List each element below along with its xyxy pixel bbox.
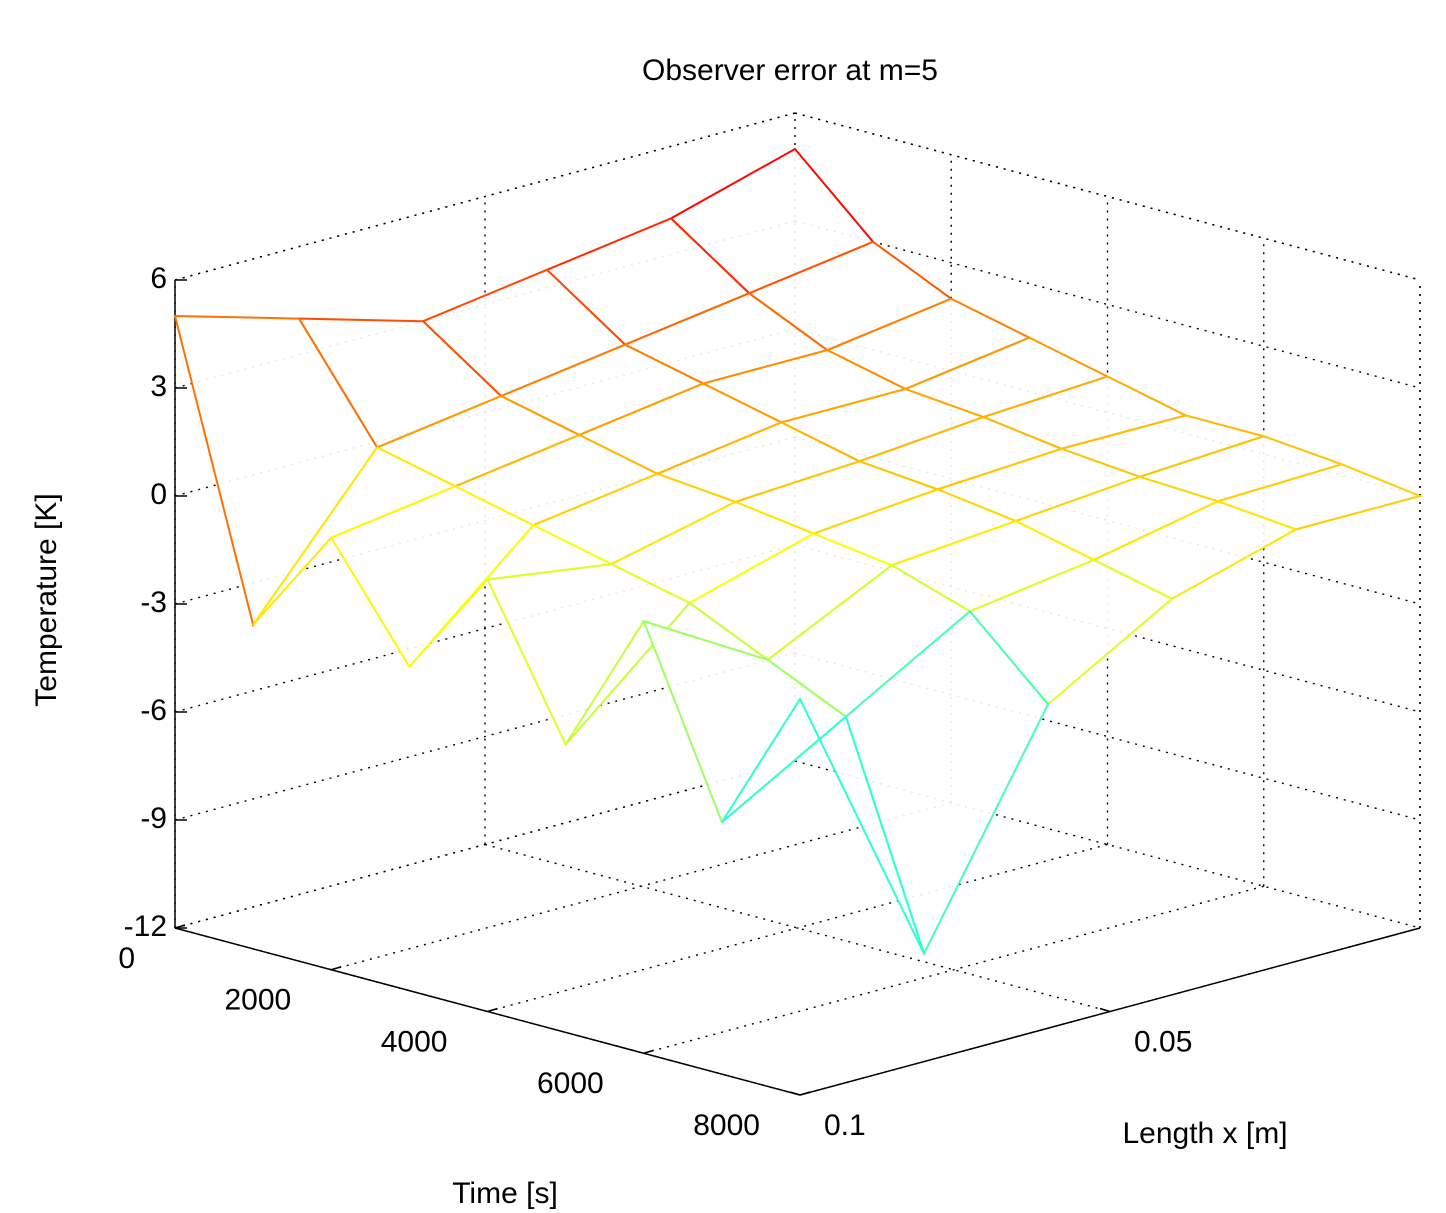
x-tick	[331, 966, 342, 971]
x-tick	[799, 1091, 811, 1096]
y-tick-label: 0.1	[824, 1109, 866, 1142]
z-tick-label: 6	[150, 262, 167, 295]
grid-line	[487, 843, 1108, 1013]
x-tick-label: 2000	[225, 984, 292, 1017]
mesh-face	[721, 696, 925, 955]
z-tick-label: 0	[150, 478, 167, 511]
x-tick-label: 6000	[537, 1067, 604, 1100]
y-tick	[789, 1091, 801, 1096]
z-tick-label: -12	[124, 910, 167, 943]
x-tick-label: 8000	[693, 1109, 760, 1142]
grid-line	[643, 885, 1264, 1054]
z-tick-label: -6	[140, 694, 167, 727]
z-tick-label: -3	[140, 586, 167, 619]
y-tick-label: 0.05	[1134, 1025, 1192, 1058]
x-axis-label: Time [s]	[452, 1177, 558, 1210]
x-tick-label: 4000	[381, 1025, 448, 1058]
grid-line	[174, 652, 796, 821]
x-tick	[174, 924, 186, 929]
z-tick-label: 3	[150, 370, 167, 403]
x-tick-label: 0	[118, 942, 135, 975]
x-tick	[643, 1049, 654, 1054]
x-tick	[487, 1007, 498, 1013]
chart-title: Observer error at m=5	[642, 54, 938, 87]
z-axis-label: Temperature [K]	[30, 493, 63, 706]
y-tick	[1099, 1007, 1111, 1013]
y-axis-label: Length x [m]	[1122, 1117, 1287, 1150]
grid-line	[174, 112, 796, 281]
z-tick-label: -9	[140, 802, 167, 835]
